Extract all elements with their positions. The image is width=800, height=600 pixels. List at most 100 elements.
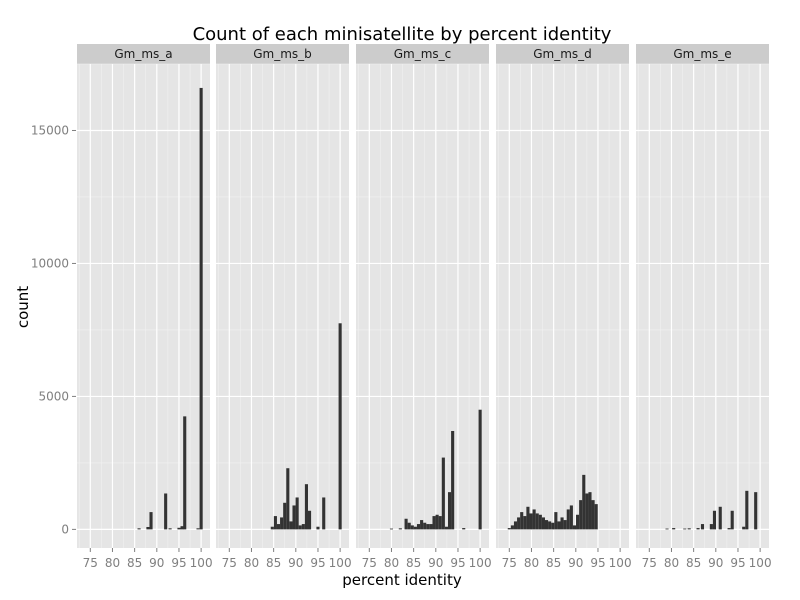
x-tick-label: 95 xyxy=(310,556,325,570)
bar xyxy=(566,509,570,530)
bar xyxy=(569,505,573,530)
bar xyxy=(164,493,168,530)
bar xyxy=(180,526,184,530)
bar xyxy=(295,497,299,530)
facet-strip-label: Gm_ms_e xyxy=(673,47,731,61)
bar xyxy=(462,528,466,530)
facet-strip-label: Gm_ms_c xyxy=(394,47,452,61)
x-tick-label: 85 xyxy=(406,556,421,570)
bar xyxy=(529,513,533,530)
x-tick-label: 75 xyxy=(83,556,98,570)
bar xyxy=(588,492,592,530)
x-axis-title: percent identity xyxy=(342,571,462,589)
bar xyxy=(298,525,302,530)
x-tick-label: 90 xyxy=(708,556,723,570)
bar xyxy=(426,524,430,530)
bar xyxy=(416,524,421,530)
bar xyxy=(594,504,598,530)
facet-strip-label: Gm_ms_a xyxy=(114,47,172,61)
x-tick-label: 75 xyxy=(362,556,377,570)
bar xyxy=(276,524,281,530)
bar xyxy=(672,528,676,530)
bar xyxy=(441,457,445,530)
facet-panel-gm-ms-a: Gm_ms_a 75 80 85 90 95 100 xyxy=(77,44,213,570)
bar xyxy=(535,513,539,530)
bar xyxy=(413,526,417,530)
bar xyxy=(307,510,312,530)
panel-background xyxy=(356,64,489,548)
x-tick-label: 80 xyxy=(524,556,539,570)
bar xyxy=(730,510,734,530)
facet-strip-label: Gm_ms_b xyxy=(253,47,312,61)
bar xyxy=(407,522,411,530)
x-tick-label: 80 xyxy=(664,556,679,570)
bar xyxy=(554,512,558,530)
y-axis: 0 5000 10000 15000 xyxy=(31,123,76,536)
bar xyxy=(754,492,758,530)
bar xyxy=(687,528,691,530)
x-tick-label: 100 xyxy=(609,556,632,570)
bar xyxy=(429,524,433,530)
x-tick-label: 85 xyxy=(546,556,561,570)
facet-panel-gm-ms-c: Gm_ms_c 75 80 85 90 95 100 xyxy=(356,44,492,570)
bar xyxy=(183,416,187,530)
bar xyxy=(280,517,284,530)
x-tick-label: 80 xyxy=(384,556,399,570)
bar xyxy=(683,528,687,530)
bar xyxy=(742,526,746,530)
facet-strip xyxy=(356,44,489,64)
bar xyxy=(718,506,722,530)
facet-strip-label: Gm_ms_d xyxy=(533,47,592,61)
bar xyxy=(149,512,153,530)
bar xyxy=(576,514,580,530)
x-tick-label: 90 xyxy=(428,556,443,570)
facet-panels: Gm_ms_a 75 80 85 90 95 100 Gm_ms_b 75 80 85 90 95 100… xyxy=(77,44,772,570)
bar xyxy=(404,518,408,530)
bar xyxy=(447,492,452,530)
bar xyxy=(301,524,305,530)
bar xyxy=(727,528,731,530)
bar xyxy=(520,512,524,530)
y-tick-label: 5000 xyxy=(38,389,69,403)
bar xyxy=(507,528,511,530)
x-tick-label: 100 xyxy=(749,556,772,570)
bar xyxy=(700,524,705,530)
facet-panel-gm-ms-d: Gm_ms_d 75 80 85 90 95 100 xyxy=(496,44,632,570)
bar xyxy=(322,497,326,530)
bar xyxy=(199,87,203,530)
x-tick-label: 95 xyxy=(730,556,745,570)
bar xyxy=(389,528,394,530)
bar xyxy=(398,528,402,530)
x-tick-label: 95 xyxy=(590,556,605,570)
bar xyxy=(745,490,749,530)
bar xyxy=(196,528,200,530)
y-tick-label: 15000 xyxy=(31,123,69,137)
bar xyxy=(582,474,586,530)
bar xyxy=(551,522,555,530)
panel-background xyxy=(496,64,629,548)
bar xyxy=(712,510,717,530)
bar xyxy=(168,528,172,530)
x-tick-label: 90 xyxy=(288,556,303,570)
bar xyxy=(292,505,296,530)
x-tick-label: 75 xyxy=(642,556,657,570)
facet-strip xyxy=(216,44,349,64)
x-tick-label: 90 xyxy=(149,556,164,570)
panel-background xyxy=(77,64,210,548)
bar xyxy=(304,484,308,530)
bar xyxy=(526,506,530,530)
bar xyxy=(444,526,448,530)
bar xyxy=(286,468,290,530)
bar xyxy=(510,525,514,530)
y-axis-title: count xyxy=(14,286,32,328)
bar xyxy=(435,514,439,530)
panel-background xyxy=(636,64,769,548)
x-tick-label: 80 xyxy=(244,556,259,570)
facet-panel-gm-ms-e: Gm_ms_e 75 80 85 90 95 100 xyxy=(636,44,772,570)
chart-title: Count of each minisatellite by percent i… xyxy=(193,24,612,45)
x-tick-label: 85 xyxy=(266,556,281,570)
x-tick-label: 75 xyxy=(502,556,517,570)
bar xyxy=(283,502,287,530)
bar xyxy=(423,522,427,530)
bar xyxy=(289,521,293,530)
